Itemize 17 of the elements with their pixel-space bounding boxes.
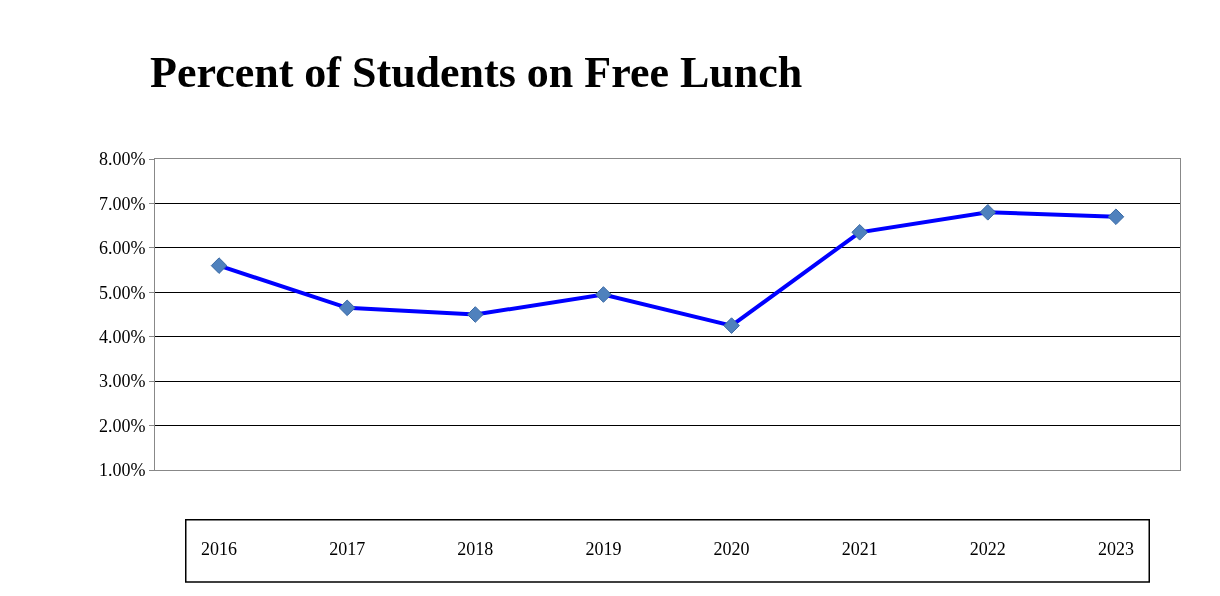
x-tick-label: 2021 (841, 538, 878, 559)
x-tick-label: 2020 (713, 538, 750, 559)
y-tick-label: 8.00% (98, 149, 146, 170)
y-tick-label: 1.00% (98, 460, 146, 481)
y-tick-label: 2.00% (98, 415, 146, 436)
x-tick-label: 2022 (969, 538, 1006, 559)
x-tick-label: 2019 (585, 538, 622, 559)
y-tick-label: 6.00% (98, 238, 146, 259)
y-tick-label: 5.00% (98, 282, 146, 303)
x-tick-label: 2016 (201, 538, 238, 559)
chart-title: Percent of Students on Free Lunch (150, 47, 803, 97)
x-tick-label: 2018 (457, 538, 494, 559)
y-tick-label: 4.00% (98, 327, 146, 348)
x-tick-label: 2023 (1097, 538, 1134, 559)
x-tick-label: 2017 (329, 538, 366, 559)
y-tick-label: 3.00% (98, 371, 146, 392)
y-tick-label: 7.00% (98, 193, 146, 214)
